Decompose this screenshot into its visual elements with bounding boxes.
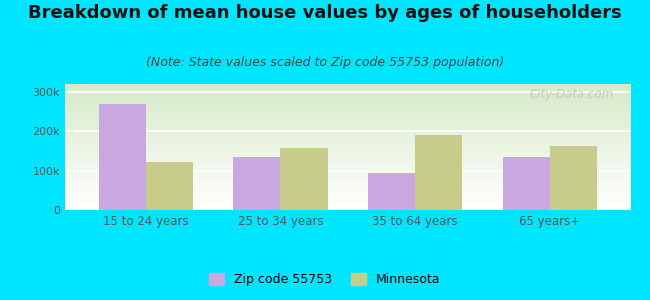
Bar (415, 135, 462, 210)
Text: (Note: State values scaled to Zip code 55753 population): (Note: State values scaled to Zip code 5… (146, 56, 504, 68)
Bar (233, 157, 280, 210)
Text: Breakdown of mean house values by ages of householders: Breakdown of mean house values by ages o… (28, 4, 622, 22)
Bar (502, 157, 550, 210)
Legend: Zip code 55753, Minnesota: Zip code 55753, Minnesota (204, 268, 446, 291)
Bar (368, 172, 415, 210)
Text: City-Data.com: City-Data.com (529, 88, 614, 101)
Bar (550, 146, 597, 210)
Bar (280, 148, 328, 210)
Bar (146, 162, 193, 210)
Bar (99, 104, 146, 210)
